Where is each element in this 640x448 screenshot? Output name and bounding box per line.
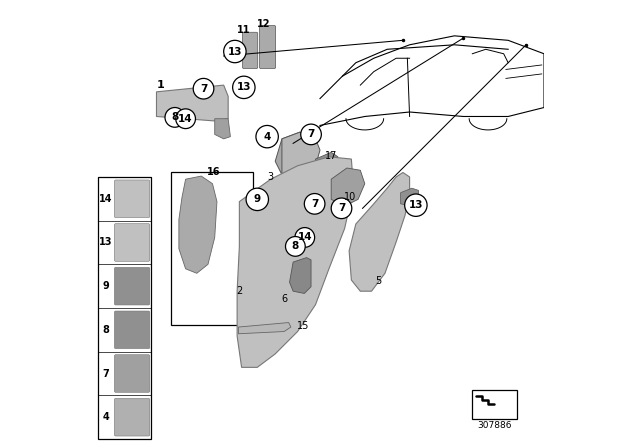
- Text: 4: 4: [264, 132, 271, 142]
- FancyBboxPatch shape: [115, 311, 150, 349]
- Text: 7: 7: [307, 129, 315, 139]
- Text: 4: 4: [102, 412, 109, 422]
- FancyBboxPatch shape: [260, 26, 276, 69]
- Polygon shape: [349, 172, 410, 291]
- Circle shape: [295, 228, 315, 247]
- Text: 7: 7: [338, 203, 345, 213]
- Circle shape: [176, 109, 195, 129]
- Text: 14: 14: [99, 194, 113, 204]
- FancyBboxPatch shape: [115, 180, 150, 218]
- Text: 15: 15: [297, 321, 310, 331]
- FancyBboxPatch shape: [115, 224, 150, 261]
- Circle shape: [193, 78, 214, 99]
- Circle shape: [301, 124, 321, 145]
- Text: 13: 13: [408, 200, 423, 210]
- Text: 13: 13: [237, 82, 251, 92]
- Polygon shape: [239, 323, 291, 334]
- FancyBboxPatch shape: [115, 355, 150, 392]
- Circle shape: [224, 40, 246, 63]
- FancyBboxPatch shape: [98, 177, 150, 439]
- Polygon shape: [237, 157, 353, 367]
- Text: 7: 7: [102, 369, 109, 379]
- Circle shape: [404, 194, 427, 216]
- Text: 2: 2: [236, 286, 243, 296]
- Polygon shape: [179, 176, 217, 273]
- Text: 10: 10: [344, 192, 356, 202]
- Text: 6: 6: [281, 294, 287, 304]
- Circle shape: [332, 198, 352, 219]
- Circle shape: [285, 237, 305, 256]
- Circle shape: [305, 194, 325, 214]
- FancyBboxPatch shape: [472, 390, 517, 419]
- Polygon shape: [332, 168, 365, 206]
- Text: 5: 5: [375, 276, 381, 286]
- Text: 8: 8: [102, 325, 109, 335]
- Polygon shape: [289, 258, 311, 293]
- Text: 13: 13: [99, 237, 113, 247]
- Polygon shape: [401, 188, 419, 206]
- Circle shape: [233, 76, 255, 99]
- Text: 17: 17: [325, 151, 337, 161]
- Text: 9: 9: [253, 194, 261, 204]
- FancyBboxPatch shape: [172, 172, 253, 325]
- Text: 307886: 307886: [477, 421, 512, 430]
- Text: 7: 7: [200, 84, 207, 94]
- Text: 3: 3: [268, 172, 274, 182]
- Circle shape: [256, 125, 278, 148]
- FancyBboxPatch shape: [243, 32, 258, 69]
- Polygon shape: [316, 152, 338, 177]
- Text: 8: 8: [292, 241, 299, 251]
- Polygon shape: [215, 119, 230, 139]
- Text: 11: 11: [237, 26, 251, 35]
- Text: 16: 16: [207, 167, 220, 177]
- Text: 1: 1: [156, 80, 164, 90]
- Text: 7: 7: [311, 199, 318, 209]
- FancyBboxPatch shape: [115, 267, 150, 305]
- Circle shape: [246, 188, 269, 211]
- Polygon shape: [275, 132, 309, 175]
- Text: 13: 13: [228, 47, 242, 56]
- FancyBboxPatch shape: [115, 398, 150, 436]
- Text: 9: 9: [102, 281, 109, 291]
- Text: 14: 14: [179, 114, 193, 124]
- Text: 8: 8: [172, 112, 179, 122]
- Text: 14: 14: [298, 233, 312, 242]
- Polygon shape: [282, 132, 320, 175]
- Text: 12: 12: [257, 19, 271, 29]
- Polygon shape: [157, 85, 228, 121]
- Circle shape: [165, 108, 185, 127]
